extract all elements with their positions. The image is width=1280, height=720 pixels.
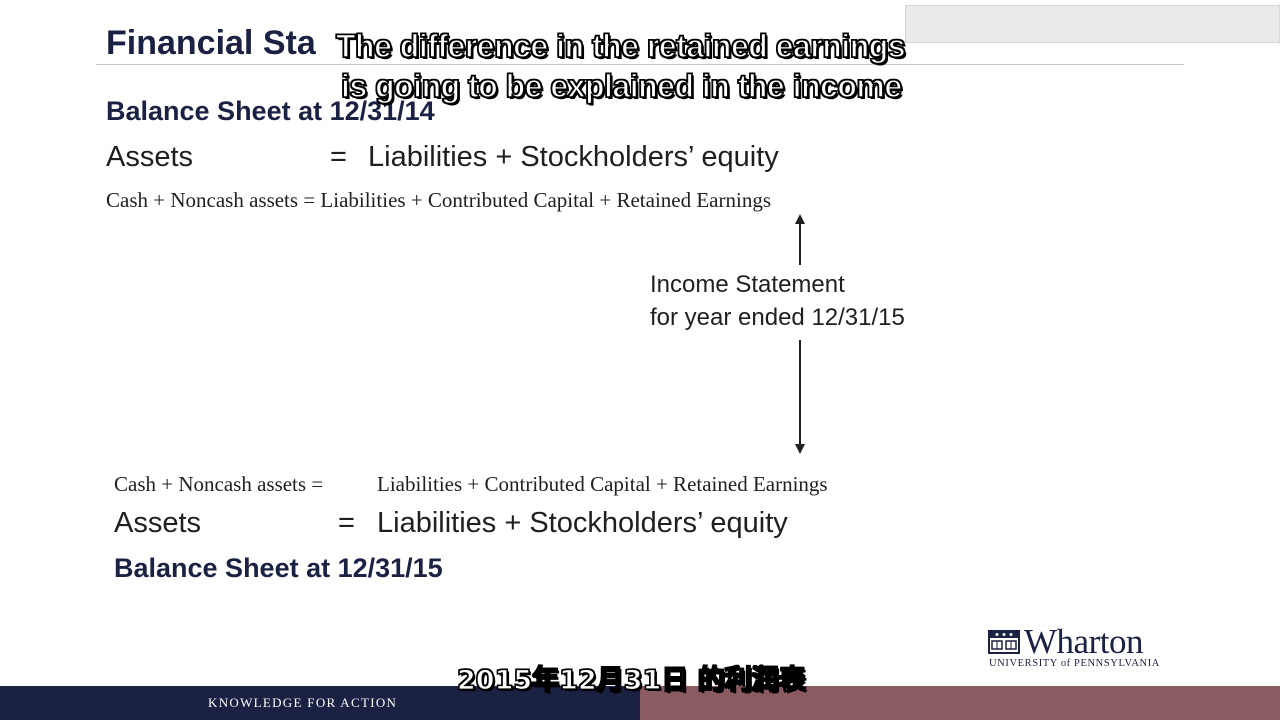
- subtitle-english-line-1: The difference in the retained earnings: [335, 27, 906, 65]
- wharton-logo: Wharton UNIVERSITY of PENNSYLVANIA: [988, 622, 1193, 672]
- top-balance-sheet-heading: Balance Sheet at 12/31/14: [106, 96, 435, 126]
- income-statement-arrows: [795, 214, 805, 454]
- bottom-detail-assets: Cash + Noncash assets =: [114, 472, 324, 496]
- title-divider: [96, 64, 1184, 65]
- wharton-university-line: UNIVERSITY of PENNSYLVANIA: [989, 658, 1160, 669]
- footer-bar-maroon: [640, 686, 1280, 720]
- bottom-liabilities-equity: Liabilities + Stockholders’ equity: [377, 507, 788, 539]
- penn-shield-icon: [988, 630, 1020, 654]
- footer-bar-navy: [0, 686, 640, 720]
- income-statement-period: for year ended 12/31/15: [650, 304, 905, 331]
- footer-tagline: KNOWLEDGE FOR ACTION: [208, 695, 398, 710]
- bottom-assets-label: Assets: [114, 507, 202, 539]
- income-statement-label: Income Statement: [650, 271, 845, 298]
- top-liabilities-equity: Liabilities + Stockholders’ equity: [368, 141, 779, 173]
- bottom-equals-sign: =: [338, 507, 355, 539]
- bottom-balance-sheet-heading: Balance Sheet at 12/31/15: [114, 553, 443, 583]
- top-equals-sign: =: [330, 141, 347, 173]
- bottom-detail-claims: Liabilities + Contributed Capital + Reta…: [377, 472, 828, 496]
- top-right-banner: [905, 5, 1280, 43]
- up-arrow-icon: [795, 214, 805, 265]
- down-arrow-icon: [795, 340, 805, 454]
- top-detail-equation: Cash + Noncash assets = Liabilities + Co…: [106, 188, 772, 212]
- wharton-wordmark: Wharton: [1024, 622, 1143, 661]
- slide-title: Financial Sta: [106, 24, 316, 62]
- top-assets-label: Assets: [106, 141, 194, 173]
- subtitle-chinese: 2015年12月31日 的利润表: [456, 664, 806, 696]
- subtitle-english-line-2: is going to be explained in the income: [340, 67, 903, 105]
